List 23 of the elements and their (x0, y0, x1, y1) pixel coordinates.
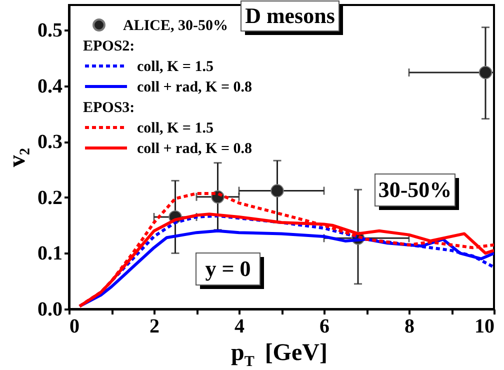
x-tick-label: 8 (404, 316, 414, 338)
legend-label: coll, K = 1.5 (137, 120, 214, 136)
y-tick-label: 0.2 (38, 186, 62, 209)
y-tick-label: 0.1 (38, 242, 62, 265)
x-tick-label: 10 (474, 316, 494, 338)
legend-label: coll + rad, K = 0.8 (137, 141, 252, 157)
y-axis-title: v₂ (4, 148, 30, 168)
x-tick-label: 4 (234, 316, 244, 338)
y-tick-label: 0.3 (38, 131, 62, 154)
y-tick-label: 0.5 (38, 20, 62, 42)
annotation: D mesons (245, 3, 336, 28)
legend-label: coll, K = 1.5 (137, 59, 214, 75)
x-tick-label: 2 (150, 316, 160, 338)
annotation: y = 0 (205, 256, 251, 281)
annotation: EPOS2: (83, 38, 135, 54)
x-tick-label: 6 (320, 316, 330, 338)
legend-label: ALICE, 30-50% (123, 18, 228, 34)
x-tick-label: 0 (70, 316, 80, 338)
annotation: EPOS3: (83, 100, 135, 116)
y-tick-label: 0.4 (38, 75, 62, 98)
y-tick-label: 0.0 (38, 298, 62, 320)
legend-label: coll + rad, K = 0.8 (137, 80, 252, 96)
annotation: 30-50% (378, 177, 452, 202)
